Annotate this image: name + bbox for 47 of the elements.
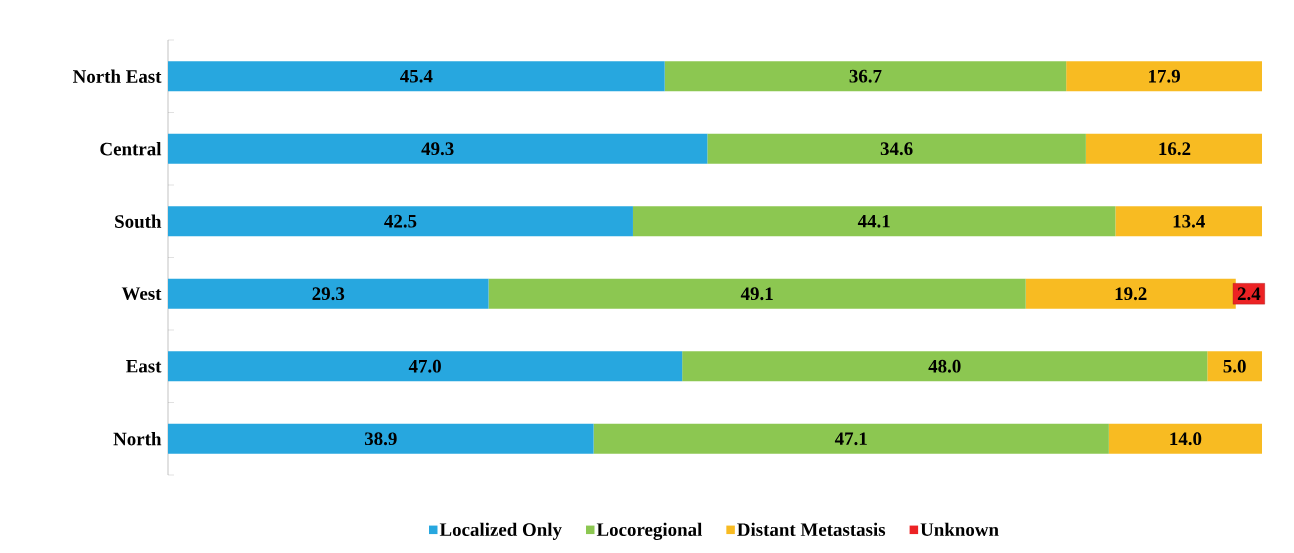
data-label: 36.7 bbox=[849, 69, 882, 83]
bar bbox=[707, 133, 1086, 164]
y-tick-label: Central bbox=[100, 142, 162, 156]
bar bbox=[1108, 423, 1263, 454]
bar bbox=[632, 206, 1116, 237]
bar bbox=[1207, 351, 1263, 382]
data-label: 29.3 bbox=[312, 287, 345, 301]
data-label: 44.1 bbox=[857, 214, 890, 228]
bar bbox=[168, 423, 594, 454]
bar bbox=[488, 278, 1026, 309]
data-label: 45.4 bbox=[400, 69, 433, 83]
data-label: 49.3 bbox=[421, 142, 454, 156]
data-label: 42.5 bbox=[384, 214, 417, 228]
y-tick-label: North East bbox=[72, 69, 162, 83]
bar bbox=[1085, 133, 1263, 164]
data-label: 49.1 bbox=[740, 287, 773, 301]
data-label: 14.0 bbox=[1170, 432, 1202, 446]
bar bbox=[1115, 206, 1263, 237]
data-label: 16.2 bbox=[1159, 142, 1191, 156]
bar bbox=[1025, 278, 1236, 309]
bar bbox=[168, 278, 489, 309]
data-label: 47.1 bbox=[834, 432, 867, 446]
legend-label: Localized Only bbox=[439, 522, 562, 540]
data-label: 2.4 bbox=[1237, 287, 1261, 301]
data-label: 34.6 bbox=[880, 142, 913, 156]
bar bbox=[1066, 61, 1263, 92]
bar bbox=[168, 133, 708, 164]
y-tick-label: South bbox=[115, 214, 162, 228]
data-label: 38.9 bbox=[364, 432, 397, 446]
bar bbox=[168, 206, 633, 237]
data-label: 13.4 bbox=[1173, 214, 1205, 228]
bar bbox=[168, 351, 683, 382]
y-tick-label: East bbox=[126, 359, 162, 373]
legend-label: Distant Metastasis bbox=[737, 522, 886, 537]
data-label: 17.9 bbox=[1149, 69, 1180, 83]
y-tick-label: West bbox=[121, 287, 162, 301]
data-label: 47.0 bbox=[408, 359, 441, 373]
legend-label: Locoregional bbox=[596, 522, 703, 540]
legend-label: Unknown bbox=[920, 522, 999, 537]
bar bbox=[593, 423, 1109, 454]
bar bbox=[682, 351, 1208, 382]
bar bbox=[168, 61, 665, 92]
data-label: 48.0 bbox=[928, 359, 961, 373]
data-label: 19.2 bbox=[1115, 287, 1147, 301]
y-tick-label: North bbox=[113, 432, 162, 446]
bar bbox=[664, 61, 1067, 92]
data-label: 5.0 bbox=[1223, 359, 1246, 373]
